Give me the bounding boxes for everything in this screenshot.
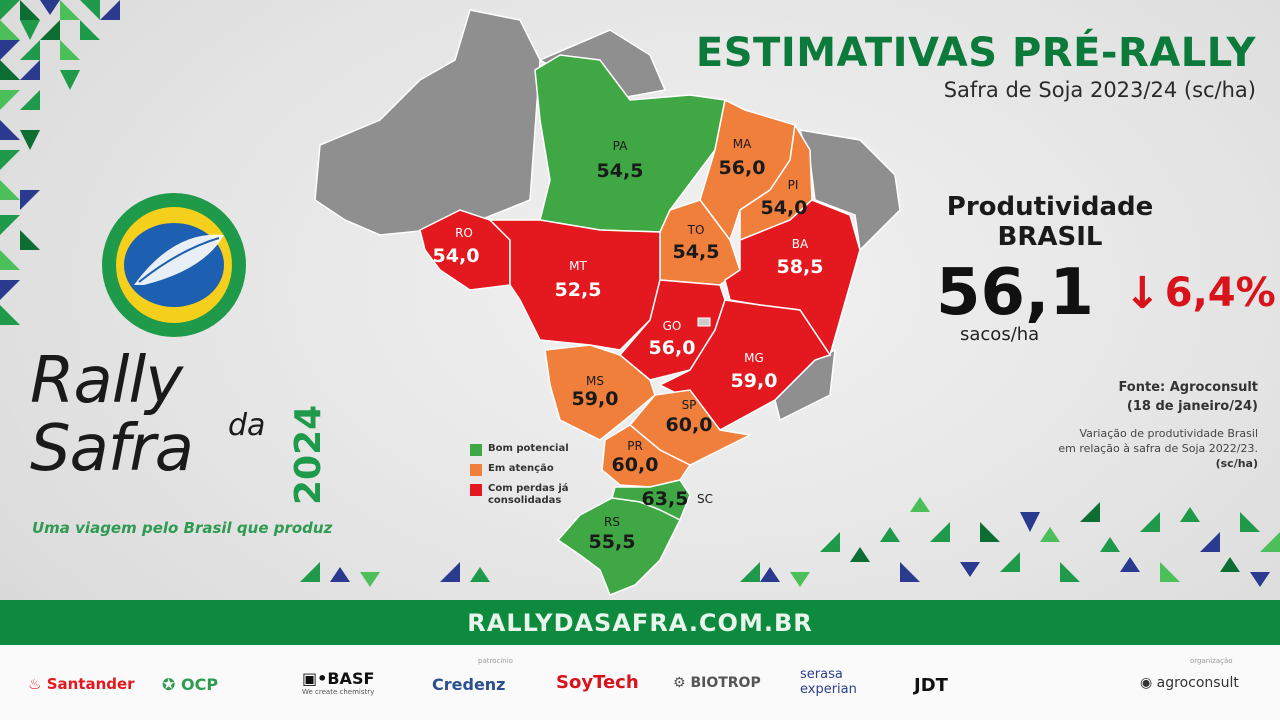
svg-text:SP: SP [682, 398, 697, 412]
star-circle-icon: ✪ [162, 675, 176, 694]
gear-icon: ⚙ [673, 675, 686, 691]
sponsor-santander: ♨ Santander [28, 675, 135, 693]
svg-text:MG: MG [744, 351, 764, 365]
label-pi: PI 54,0 [761, 178, 808, 219]
df-marker [697, 317, 711, 327]
label-sc: 63,5 SC [642, 488, 713, 510]
svg-text:MS: MS [586, 374, 604, 388]
label-mg: MG 59,0 [731, 351, 778, 392]
svg-text:MA: MA [733, 137, 752, 151]
svg-text:54,5: 54,5 [597, 160, 644, 182]
logo-rally: Rally [30, 344, 183, 418]
label-pr: PR 60,0 [612, 439, 659, 476]
triangle-pattern-left [0, 0, 120, 325]
svg-text:MT: MT [569, 259, 587, 273]
organizer-agroconsult: ◉ agroconsult [1140, 675, 1239, 691]
label-mt: MT 52,5 [555, 259, 602, 301]
sponsor-jdt: JDT [914, 675, 948, 696]
label-go: GO 56,0 [649, 319, 696, 359]
label-ro: RO 54,0 [433, 226, 480, 267]
label-to: TO 54,5 [673, 223, 720, 263]
flame-icon: ♨ [28, 675, 42, 693]
svg-text:TO: TO [687, 223, 705, 237]
state-ms [544, 344, 656, 441]
agroconsult-logo-icon: ◉ [1140, 675, 1153, 691]
state-mt [488, 219, 661, 351]
legend-item-good: Bom potencial [470, 443, 578, 456]
basf-square-icon: ▣ [302, 669, 318, 688]
legend-item-attention: Em atenção [470, 463, 578, 476]
productivity-label: Produtividade BRASIL [946, 192, 1154, 252]
svg-text:60,0: 60,0 [666, 414, 713, 436]
svg-text:58,5: 58,5 [777, 256, 824, 278]
rally-da-safra-logo: Rally da Safra 2024 [30, 344, 330, 505]
svg-text:56,0: 56,0 [649, 337, 696, 359]
state-rs [556, 497, 682, 596]
legend-item-losses: Com perdas já consolidadas [470, 483, 578, 507]
svg-text:56,0: 56,0 [719, 157, 766, 179]
sponsor-ocp: ✪ OCP [162, 675, 219, 694]
svg-text:55,5: 55,5 [589, 531, 636, 553]
svg-text:PI: PI [788, 178, 799, 192]
legend-swatch-green [470, 444, 482, 456]
page-title: ESTIMATIVAS PRÉ-RALLY [695, 30, 1256, 76]
productivity-change: ↓ 6,4% [1123, 267, 1276, 319]
state-pa [534, 54, 726, 233]
legend-swatch-red [470, 484, 482, 496]
label-pa: PA 54,5 [597, 139, 644, 182]
svg-text:59,0: 59,0 [572, 388, 619, 410]
source-note: Fonte: Agroconsult (18 de janeiro/24) [1118, 380, 1258, 414]
variation-note: Variação de produtividade Brasil em rela… [1058, 427, 1258, 470]
productivity-unit: sacos/ha [960, 324, 1040, 345]
label-ms: MS 59,0 [572, 374, 619, 410]
svg-text:PA: PA [613, 139, 628, 153]
svg-text:RO: RO [455, 226, 473, 240]
header: ESTIMATIVAS PRÉ-RALLY Safra de Soja 2023… [696, 30, 1256, 102]
svg-text:63,5: 63,5 [642, 488, 689, 510]
sponsors-bar: patrocínio organização ♨ Santander ✪ OCP… [0, 645, 1280, 720]
sponsor-biotrop: ⚙ BIOTROP [673, 675, 761, 691]
label-ba: BA 58,5 [777, 237, 824, 278]
svg-text:RS: RS [604, 515, 620, 529]
svg-text:54,0: 54,0 [761, 197, 808, 219]
svg-text:GO: GO [663, 319, 682, 333]
rally-logo-badge [102, 193, 246, 337]
arrow-down-icon: ↓ [1123, 267, 1161, 319]
map-legend: Bom potencial Em atenção Com perdas já c… [470, 443, 578, 514]
productivity-value: 56,1 [936, 256, 1094, 330]
sponsor-basf: ▣•BASF We create chemistry [302, 669, 375, 696]
svg-text:BA: BA [792, 237, 809, 251]
sponsor-serasa: serasa experian [800, 667, 857, 697]
state-mg [658, 299, 832, 431]
sponsor-soytech: SoyTech [556, 672, 639, 693]
svg-text:59,0: 59,0 [731, 370, 778, 392]
label-rs: RS 55,5 [589, 515, 636, 553]
website-link[interactable]: RALLYDASAFRA.COM.BR [467, 608, 813, 637]
sponsor-credenz: Credenz [432, 675, 506, 694]
logo-tagline: Uma viagem pelo Brasil que produz [32, 519, 333, 537]
svg-text:54,5: 54,5 [673, 241, 720, 263]
page-subtitle: Safra de Soja 2023/24 (sc/ha) [943, 78, 1256, 102]
svg-text:60,0: 60,0 [612, 454, 659, 476]
triangle-pattern-bottom [300, 497, 1280, 587]
url-banner: RALLYDASAFRA.COM.BR [0, 600, 1280, 645]
label-sp: SP 60,0 [666, 398, 713, 436]
label-ma: MA 56,0 [719, 137, 766, 179]
legend-swatch-orange [470, 464, 482, 476]
svg-text:PR: PR [627, 439, 643, 453]
logo-safra: Safra [30, 412, 194, 486]
svg-text:52,5: 52,5 [555, 279, 602, 301]
productivity-stats: Produtividade BRASIL 56,1 ↓ 6,4% sacos/h… [920, 192, 1276, 345]
svg-text:54,0: 54,0 [433, 245, 480, 267]
leaf-icon [134, 234, 224, 285]
svg-text:SC: SC [697, 492, 713, 506]
brazil-map: PA 54,5 MA 56,0 PI 54,0 TO 54,5 BA 58,5 … [314, 9, 901, 596]
logo-da: da [228, 408, 266, 443]
